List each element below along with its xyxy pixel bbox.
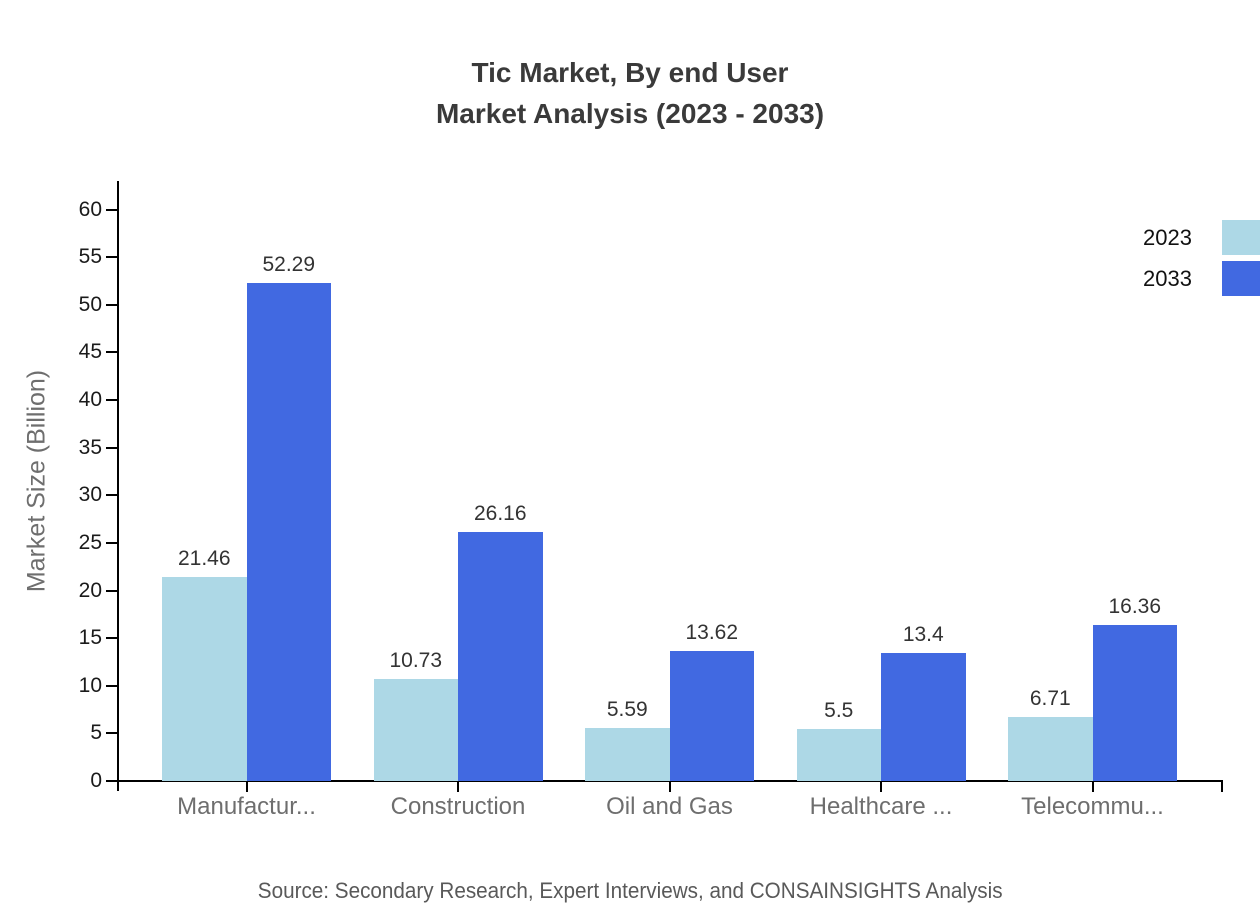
- x-axis-tick: [245, 781, 248, 792]
- x-axis-tick: [668, 781, 671, 792]
- value-label-2033-3: 13.4: [902, 623, 944, 647]
- chart-title-line1: Tic Market, By end User: [471, 57, 789, 88]
- y-axis-tick: [106, 684, 118, 687]
- legend-swatch-2023: [1222, 220, 1260, 255]
- y-axis-tick: [106, 541, 118, 544]
- x-axis-tick: [457, 781, 459, 792]
- y-axis-tick: [106, 256, 118, 259]
- y-axis-tick-label: 55: [78, 245, 102, 269]
- legend-label-2023: 2023: [1143, 224, 1192, 250]
- source-note-text: Source: Secondary Research, Expert Inter…: [257, 878, 1003, 903]
- x-category-label-3: Healthcare ...: [809, 793, 953, 820]
- x-category-label-2: Oil and Gas: [606, 793, 733, 820]
- y-axis-tick: [106, 589, 118, 592]
- bar-2033-3: [881, 653, 966, 781]
- y-axis-tick-label: 40: [78, 388, 102, 412]
- y-axis-tick-label: 0: [90, 769, 102, 792]
- y-axis-tick: [106, 303, 118, 306]
- y-axis-tick: [106, 494, 118, 497]
- x-category-label-4: Telecommu...: [1021, 793, 1164, 820]
- x-category-label-0: Manufactur...: [177, 793, 316, 820]
- x-axis-tick: [880, 781, 882, 792]
- y-axis-tick-label: 15: [78, 626, 102, 650]
- bar-2023-0: [162, 576, 247, 781]
- y-axis-tick: [106, 446, 118, 449]
- bar-2033-4: [1092, 625, 1177, 781]
- y-axis-tick: [106, 351, 118, 354]
- y-axis-tick-label: 60: [78, 197, 102, 221]
- legend-swatch-2033: [1222, 261, 1260, 296]
- y-axis-tick-label: 45: [78, 340, 102, 364]
- value-label-2033-1: 26.16: [473, 501, 527, 525]
- source-note: Source: Secondary Research, Expert Inter…: [0, 878, 1260, 904]
- y-axis-tick-label: 25: [78, 530, 102, 554]
- y-axis-tick-label: 10: [78, 673, 102, 697]
- value-label-2023-1: 10.73: [389, 648, 443, 672]
- chart-title-line2: Market Analysis (2023 - 2033): [435, 98, 825, 129]
- legend-label-2033: 2033: [1143, 265, 1192, 291]
- y-axis-tick: [106, 637, 118, 640]
- bar-2023-1: [373, 678, 458, 781]
- value-label-2023-2: 5.59: [606, 697, 648, 721]
- y-axis-tick-label: 35: [78, 435, 102, 459]
- y-axis-tick: [106, 208, 118, 211]
- bar-2033-2: [669, 651, 754, 781]
- bar-2023-4: [1008, 717, 1093, 781]
- value-label-2023-3: 5.5: [824, 698, 854, 722]
- legend-item-2033: 2033: [1143, 258, 1260, 299]
- y-axis-tick: [106, 732, 118, 735]
- value-label-2023-4: 6.71: [1029, 687, 1071, 711]
- chart-title: Tic Market, By end User Market Analysis …: [0, 52, 1260, 134]
- x-axis-tick: [1091, 781, 1094, 792]
- y-axis-line: [117, 181, 119, 791]
- value-label-2033-0: 52.29: [262, 253, 316, 276]
- bar-2023-2: [585, 727, 670, 781]
- legend-item-2023: 2023: [1143, 217, 1260, 258]
- y-axis-tick-label: 5: [90, 721, 102, 745]
- value-label-2033-4: 16.36: [1108, 595, 1162, 619]
- bar-2033-0: [246, 283, 331, 781]
- value-label-2023-0: 21.46: [177, 546, 231, 570]
- y-axis-tick: [106, 399, 118, 402]
- bar-2033-1: [458, 531, 543, 781]
- bar-2023-3: [796, 728, 881, 781]
- x-category-label-1: Construction: [390, 793, 526, 820]
- y-axis-tick-label: 30: [78, 483, 102, 507]
- value-label-2033-2: 13.62: [685, 621, 739, 645]
- y-axis-tick: [106, 780, 118, 782]
- y-axis-tick-label: 20: [78, 578, 102, 602]
- y-axis-tick-label: 50: [78, 292, 102, 316]
- x-axis-end-tick: [1221, 780, 1223, 792]
- legend: 2023 2033: [1143, 217, 1260, 299]
